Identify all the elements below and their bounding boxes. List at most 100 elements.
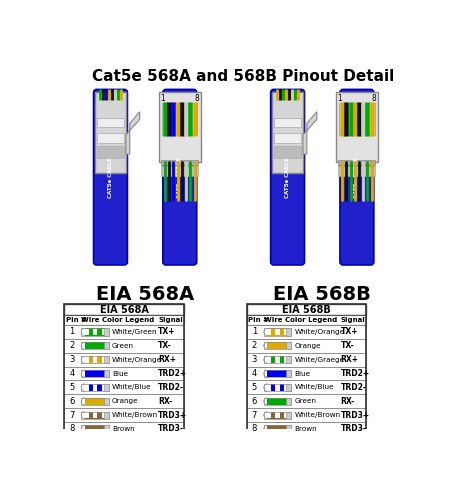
Bar (162, 103, 198, 135)
Bar (84, 357, 89, 363)
Bar (85, 412, 105, 419)
Bar (89, 329, 93, 335)
Bar (93, 384, 97, 390)
Bar (64, 422, 183, 436)
Bar (64, 315, 183, 325)
Bar (64, 339, 183, 353)
Bar (192, 103, 196, 135)
Text: 7: 7 (69, 411, 75, 420)
Bar (280, 357, 284, 363)
Bar (280, 329, 284, 335)
Bar (275, 412, 280, 418)
Bar (339, 103, 374, 135)
Text: CAT5e CABLE: CAT5e CABLE (355, 157, 359, 198)
Bar (85, 328, 105, 335)
Bar (338, 166, 375, 175)
Text: CAT5e CABLE: CAT5e CABLE (108, 157, 113, 198)
Text: TRD3-: TRD3- (341, 425, 367, 433)
Text: CAT5e CABLE: CAT5e CABLE (285, 157, 290, 198)
Bar (286, 426, 292, 432)
Bar (274, 134, 301, 143)
Text: RX+: RX+ (341, 355, 359, 364)
Bar (101, 357, 106, 363)
Bar (267, 357, 271, 363)
Text: 1: 1 (161, 94, 165, 103)
Bar (286, 412, 292, 419)
Bar (370, 103, 374, 135)
Bar (89, 412, 93, 418)
Bar (95, 93, 126, 174)
Bar (163, 103, 167, 135)
Text: Brown: Brown (112, 426, 135, 432)
Bar (85, 370, 105, 377)
Bar (267, 328, 288, 335)
Text: 5: 5 (252, 383, 257, 392)
Bar (93, 329, 97, 335)
Text: EIA 568B: EIA 568B (282, 305, 331, 315)
Text: Pin #: Pin # (248, 317, 269, 323)
Bar (338, 160, 375, 165)
Bar (247, 339, 366, 353)
Bar (365, 103, 369, 135)
Bar (184, 103, 188, 135)
Text: Wire Color Legend: Wire Color Legend (81, 317, 155, 323)
Bar (271, 384, 275, 390)
Bar (267, 412, 271, 418)
Text: 5: 5 (69, 383, 74, 392)
Bar (267, 370, 288, 377)
Bar (81, 342, 109, 349)
Text: 2: 2 (69, 341, 74, 350)
Bar (247, 380, 366, 394)
Bar (247, 315, 366, 325)
Bar (264, 342, 292, 349)
Text: 8: 8 (372, 94, 376, 103)
Text: EIA 568A: EIA 568A (96, 285, 194, 304)
Bar (84, 329, 89, 335)
Bar (64, 367, 183, 380)
Bar (280, 91, 295, 99)
Bar (97, 357, 101, 363)
Bar (81, 384, 109, 391)
Bar (267, 329, 271, 335)
Bar (247, 408, 366, 422)
Text: TRD2+: TRD2+ (158, 369, 187, 378)
Text: RX+: RX+ (158, 355, 176, 364)
Bar (180, 103, 183, 135)
Text: TX+: TX+ (158, 327, 176, 336)
Text: Signal: Signal (341, 317, 365, 323)
Bar (264, 384, 292, 391)
Text: 2: 2 (252, 341, 257, 350)
Text: 6: 6 (69, 397, 75, 406)
Text: 4: 4 (252, 369, 257, 378)
Bar (284, 412, 288, 418)
Bar (64, 408, 183, 422)
Text: CAT5e CABLE: CAT5e CABLE (177, 157, 182, 198)
Bar (272, 93, 303, 174)
Text: TRD3-: TRD3- (158, 425, 184, 433)
Text: White/Orange: White/Orange (294, 329, 345, 335)
Bar (81, 328, 109, 335)
Bar (97, 118, 124, 127)
Bar (97, 412, 101, 418)
Bar (85, 398, 105, 405)
Bar (97, 134, 124, 143)
FancyBboxPatch shape (340, 89, 374, 265)
Bar (286, 342, 292, 349)
Bar (101, 329, 106, 335)
Bar (64, 353, 183, 367)
Bar (267, 384, 288, 391)
Bar (84, 384, 89, 390)
Bar (286, 384, 292, 391)
Bar (159, 93, 201, 162)
Bar (188, 103, 192, 135)
Bar (85, 356, 105, 363)
Bar (264, 328, 292, 335)
Bar (81, 370, 109, 377)
Bar (267, 426, 288, 432)
Text: EIA 568B: EIA 568B (273, 285, 371, 304)
Text: TRD2+: TRD2+ (341, 369, 370, 378)
Bar (161, 160, 198, 165)
Bar (103, 412, 109, 419)
Text: 1: 1 (252, 327, 257, 336)
Bar (103, 398, 109, 405)
